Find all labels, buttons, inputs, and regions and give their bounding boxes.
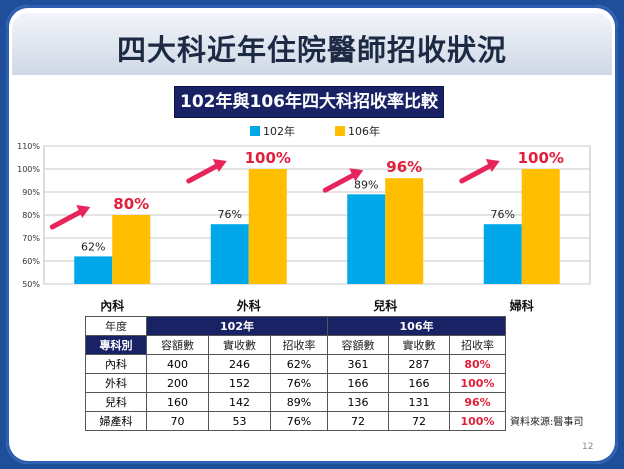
bar-102 (347, 194, 386, 284)
table-cell: 96% (449, 392, 506, 412)
table-row: 外科 200 152 76% 166 166 100% (85, 373, 506, 393)
year-102-header: 102年 (146, 316, 328, 336)
year-header-cell: 年度 (85, 316, 147, 336)
bar-102 (483, 224, 522, 284)
table-cell: 166 (388, 373, 450, 393)
arrow-shaft (322, 172, 356, 193)
bar-106 (112, 215, 151, 284)
year-106-header: 106年 (327, 316, 506, 336)
arrow-shaft (49, 209, 83, 230)
page-number: 12 (582, 442, 594, 452)
legend-label: 106年 (348, 124, 380, 138)
table-cell: 152 (208, 373, 272, 393)
y-tick-label: 80% (22, 211, 40, 220)
table-subheader-cell: 實收數 (208, 335, 272, 355)
data-label: 80% (113, 195, 149, 213)
data-table: 年度 102年 106年 專科別 容額數 實收數 招收率 容額數 實收數 招收率 內科 40… (85, 316, 506, 431)
arrow-head (485, 159, 500, 172)
legend-swatch (250, 126, 260, 136)
table-cell: 166 (327, 373, 389, 393)
y-tick-label: 90% (22, 188, 40, 197)
title-band: 四大科近年住院醫師招收狀況 (12, 13, 612, 75)
bar-102 (74, 256, 113, 284)
table-cell: 76% (270, 373, 328, 393)
chart-subtitle: 102年與106年四大科招收率比較 (174, 86, 444, 118)
bar-chart: 50% 60% 70% 80% 90% 100% 110% 102年 106年 62% 80% 內科 7… (17, 124, 591, 313)
table-year-row: 年度 102年 106年 (85, 316, 506, 336)
table-cell: 100% (449, 411, 506, 431)
table-row: 內科 400 246 62% 361 287 80% (85, 354, 506, 374)
table-cell: 89% (270, 392, 328, 412)
table-cell: 53 (208, 411, 272, 431)
table-cell: 200 (145, 373, 210, 393)
bar-106 (385, 178, 424, 284)
data-label: 62% (81, 240, 105, 253)
table-row-name: 外科 (85, 373, 147, 393)
table-row-name: 內科 (85, 354, 147, 374)
table-cell: 136 (327, 392, 389, 412)
table-subheader-cell: 實收數 (388, 335, 450, 355)
category-label: 內科 (100, 298, 124, 313)
data-label: 89% (354, 178, 378, 191)
arrow-shaft (186, 163, 220, 184)
y-tick-label: 60% (22, 257, 40, 266)
data-label: 100% (518, 149, 564, 167)
specialty-header-cell: 專科別 (85, 335, 147, 355)
table-cell: 76% (270, 411, 328, 431)
data-label: 100% (245, 149, 291, 167)
table-cell: 80% (449, 354, 506, 374)
table-cell: 287 (388, 354, 450, 374)
category-label: 外科 (237, 298, 261, 313)
table-subheader-cell: 容額數 (145, 335, 210, 355)
table-cell: 100% (449, 373, 506, 393)
table-cell: 72 (327, 411, 389, 431)
y-tick-label: 100% (17, 165, 40, 174)
y-tick-label: 50% (22, 280, 40, 289)
table-cell: 70 (145, 411, 210, 431)
arrow-shaft (459, 163, 493, 184)
arrow-head (76, 205, 91, 218)
data-label: 76% (491, 208, 515, 221)
category-label: 兒科 (373, 298, 397, 313)
y-tick-label: 110% (17, 142, 40, 151)
table-cell: 131 (388, 392, 450, 412)
data-label: 76% (218, 208, 242, 221)
category-label: 婦科 (509, 298, 534, 313)
table-cell: 400 (145, 354, 210, 374)
arrow-head (212, 159, 227, 172)
table-cell: 142 (208, 392, 272, 412)
bar-102 (210, 224, 249, 284)
data-label: 96% (386, 158, 422, 176)
slide-title: 四大科近年住院醫師招收狀況 (116, 33, 507, 67)
table-subheader-cell: 招收率 (449, 335, 506, 355)
bar-106 (248, 169, 287, 284)
legend-swatch (335, 126, 345, 136)
bar-106 (521, 169, 560, 284)
source-note: 資料來源:醫事司 (510, 417, 584, 428)
table-row-name: 兒科 (85, 392, 147, 412)
arrow-head (349, 168, 364, 182)
table-subheader-cell: 容額數 (327, 335, 389, 355)
table-row: 婦產科 70 53 76% 72 72 100% (85, 411, 506, 431)
legend-label: 102年 (263, 124, 295, 138)
table-subheader-row: 專科別 容額數 實收數 招收率 容額數 實收數 招收率 (85, 335, 506, 355)
table-row: 兒科 160 142 89% 136 131 96% (85, 392, 506, 412)
table-cell: 62% (270, 354, 328, 374)
table-cell: 246 (208, 354, 272, 374)
table-cell: 72 (388, 411, 450, 431)
table-cell: 361 (327, 354, 389, 374)
y-tick-label: 70% (22, 234, 40, 243)
table-subheader-cell: 招收率 (270, 335, 328, 355)
table-cell: 160 (145, 392, 210, 412)
table-row-name: 婦產科 (85, 411, 147, 431)
